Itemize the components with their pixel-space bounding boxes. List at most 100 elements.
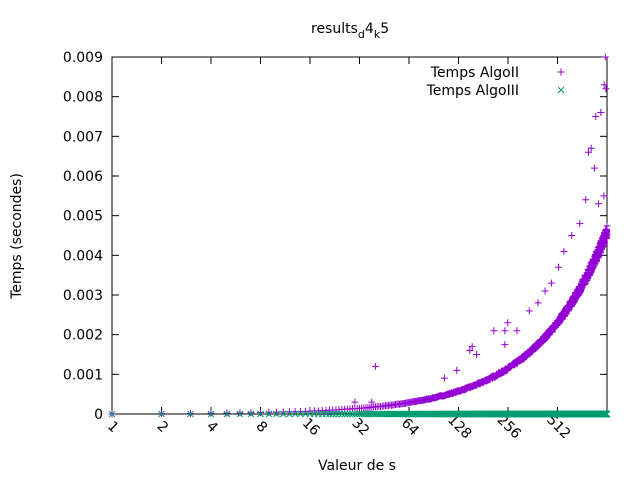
series-layer xyxy=(108,53,611,418)
data-point xyxy=(466,347,474,355)
x-axis: 1 2 4 8 16 32 64 128 256 512 xyxy=(104,57,573,442)
data-point xyxy=(371,362,379,370)
data-point xyxy=(223,410,231,418)
x-tick-label: 2 xyxy=(154,418,172,436)
data-point xyxy=(568,232,576,239)
data-point xyxy=(108,410,116,418)
series-0 xyxy=(108,53,611,418)
x-tick-label: 1 xyxy=(104,418,122,436)
y-tick-label: 0 xyxy=(94,407,103,423)
y-tick-label: 0.008 xyxy=(63,90,103,106)
data-point xyxy=(603,222,611,230)
data-point xyxy=(286,410,293,418)
y-tick-label: 0.004 xyxy=(63,248,103,264)
data-point xyxy=(378,410,386,418)
x-tick-label: 64 xyxy=(398,415,422,439)
data-point xyxy=(236,409,244,417)
data-point xyxy=(587,144,595,152)
data-point xyxy=(513,327,521,335)
data-point xyxy=(247,409,255,417)
svg-text:resultsd4k5: resultsd4k5 xyxy=(311,21,389,41)
x-tick-label: 32 xyxy=(348,415,372,439)
data-point xyxy=(576,220,584,228)
data-point xyxy=(602,85,610,93)
data-point xyxy=(368,398,376,406)
y-tick-label: 0.009 xyxy=(63,50,103,66)
data-point xyxy=(346,410,354,418)
data-point xyxy=(377,410,384,418)
data-point xyxy=(453,366,461,374)
data-point xyxy=(247,410,255,418)
series-1 xyxy=(108,410,611,418)
chart-title-main: results xyxy=(311,21,358,37)
data-point xyxy=(187,410,194,418)
data-point xyxy=(273,410,280,418)
data-point xyxy=(603,228,611,236)
data-point xyxy=(591,164,599,172)
y-tick-label: 0.006 xyxy=(63,169,103,185)
data-point xyxy=(525,307,533,315)
legend: Temps AlgoII Temps AlgoIII xyxy=(426,65,565,99)
data-point xyxy=(332,410,340,418)
x-tick-label: 4 xyxy=(203,418,221,436)
data-point xyxy=(592,113,600,120)
data-point xyxy=(557,86,565,94)
data-point xyxy=(541,287,549,295)
data-point xyxy=(490,327,498,335)
chart-title: resultsd4k5 xyxy=(311,21,389,41)
data-point xyxy=(351,398,359,406)
y-axis-label: Temps (secondes) xyxy=(9,173,25,300)
data-point xyxy=(593,257,601,265)
data-point xyxy=(547,279,555,287)
y-axis: 0 0.001 0.002 0.003 0.004 0.005 0.006 0.007 0.00… xyxy=(63,50,607,423)
x-axis-label: Valeur de s xyxy=(318,458,396,474)
data-point xyxy=(329,410,337,418)
data-point xyxy=(501,327,509,335)
data-point xyxy=(473,351,481,358)
data-point xyxy=(341,410,349,418)
data-point xyxy=(236,410,244,418)
data-point xyxy=(291,410,299,418)
data-point xyxy=(257,409,264,417)
data-point xyxy=(582,196,590,204)
data-point xyxy=(595,200,603,208)
data-point xyxy=(279,410,287,418)
data-point xyxy=(344,410,351,418)
data-point xyxy=(601,53,609,61)
y-tick-label: 0.003 xyxy=(63,288,103,304)
data-point xyxy=(603,410,611,418)
y-tick-label: 0.007 xyxy=(63,129,103,145)
y-tick-label: 0.005 xyxy=(63,209,103,225)
data-point xyxy=(501,341,509,349)
chart-title-end: 5 xyxy=(380,21,389,37)
legend-label: Temps AlgoIII xyxy=(426,83,519,99)
data-point xyxy=(335,410,343,418)
x-tick-label: 16 xyxy=(299,415,323,439)
data-point xyxy=(158,410,165,418)
data-point xyxy=(584,148,592,156)
data-point xyxy=(349,410,356,418)
data-point xyxy=(560,247,568,255)
data-point xyxy=(223,409,231,417)
data-point xyxy=(600,192,608,200)
data-point xyxy=(557,68,565,76)
data-point xyxy=(468,343,476,351)
data-point xyxy=(338,410,346,418)
data-point xyxy=(534,299,542,307)
data-point xyxy=(504,319,512,327)
data-point xyxy=(555,263,563,271)
chart-title-sub2: k xyxy=(374,28,381,41)
legend-label: Temps AlgoII xyxy=(430,65,519,81)
data-point xyxy=(265,408,273,416)
data-point xyxy=(297,410,304,418)
data-point xyxy=(600,81,608,89)
y-tick-label: 0.002 xyxy=(63,328,103,344)
data-point xyxy=(257,410,264,418)
data-point xyxy=(597,109,605,117)
chart-title-mid: 4 xyxy=(365,21,374,37)
data-point xyxy=(265,410,273,418)
x-tick-label: 8 xyxy=(253,418,271,436)
chart-title-sub1: d xyxy=(358,28,365,41)
y-tick-label: 0.001 xyxy=(63,367,103,383)
